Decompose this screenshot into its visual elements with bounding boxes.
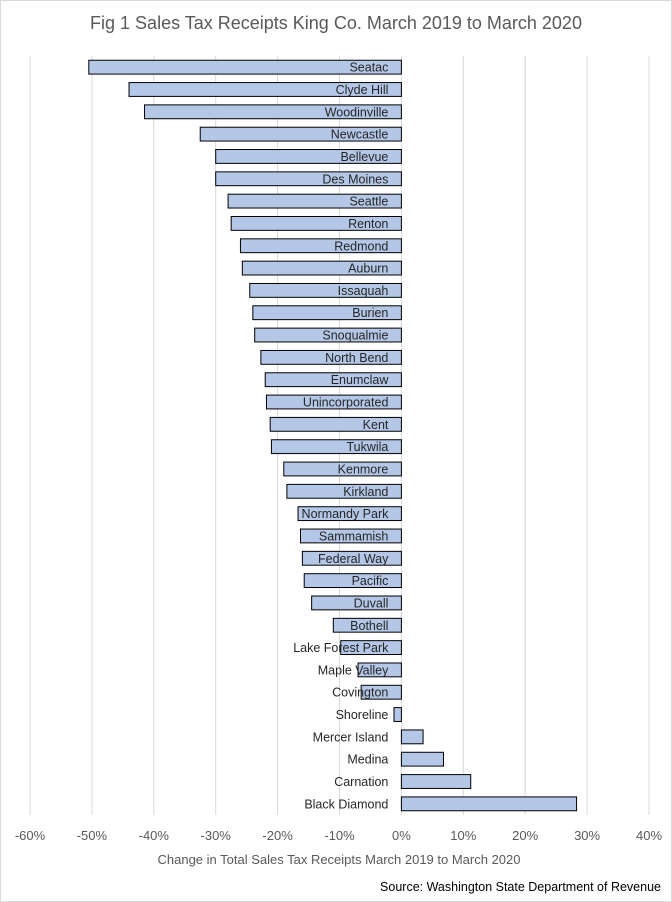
bar bbox=[265, 394, 402, 410]
category-label: Burien bbox=[352, 306, 388, 320]
x-axis-label: Change in Total Sales Tax Receipts March… bbox=[157, 852, 520, 867]
x-tick-label: 40% bbox=[636, 828, 662, 843]
bar bbox=[252, 305, 402, 321]
x-tick-label: 0% bbox=[392, 828, 411, 843]
bar bbox=[239, 238, 402, 254]
bar bbox=[300, 528, 402, 544]
category-label: North Bend bbox=[325, 351, 388, 365]
bar bbox=[269, 416, 402, 432]
category-label: Unincorporated bbox=[303, 396, 389, 410]
x-tick-label: -50% bbox=[77, 828, 108, 843]
bar bbox=[286, 483, 402, 499]
x-tick-label: -10% bbox=[324, 828, 355, 843]
category-label: Auburn bbox=[348, 262, 388, 276]
category-label: Shoreline bbox=[336, 708, 389, 722]
bar bbox=[215, 171, 402, 187]
category-label: Mercer Island bbox=[313, 730, 389, 744]
bar bbox=[227, 193, 402, 209]
category-label: Woodinville bbox=[325, 105, 389, 119]
bar bbox=[144, 104, 402, 120]
category-label: Duvall bbox=[354, 596, 389, 610]
x-tick-label: 10% bbox=[450, 828, 476, 843]
category-label: Kenmore bbox=[338, 462, 389, 476]
x-tick-label: -20% bbox=[262, 828, 293, 843]
bar bbox=[400, 796, 578, 812]
bar bbox=[303, 573, 402, 589]
bar bbox=[400, 729, 424, 745]
bar bbox=[270, 439, 402, 455]
category-label: Clyde Hill bbox=[336, 83, 389, 97]
category-label: Des Moines bbox=[322, 172, 388, 186]
category-label: Snoqualmie bbox=[322, 329, 388, 343]
bar bbox=[297, 506, 402, 522]
chart-title: Fig 1 Sales Tax Receipts King Co. March … bbox=[90, 13, 582, 33]
source-note: Source: Washington State Department of R… bbox=[380, 880, 661, 894]
bar bbox=[88, 59, 402, 75]
category-label: Maple Valley bbox=[318, 663, 389, 677]
category-label: Seattle bbox=[349, 195, 388, 209]
x-tick-label: -30% bbox=[201, 828, 232, 843]
x-tick-label: 20% bbox=[512, 828, 538, 843]
category-label: Redmond bbox=[334, 239, 388, 253]
bar bbox=[340, 640, 402, 655]
bar bbox=[230, 216, 402, 231]
bar bbox=[128, 82, 402, 97]
bar bbox=[301, 550, 402, 566]
bar bbox=[357, 662, 402, 678]
category-label: Bothell bbox=[350, 619, 388, 633]
category-label: Issaquah bbox=[338, 284, 389, 298]
bar bbox=[264, 372, 402, 388]
x-tick-label: 30% bbox=[574, 828, 600, 843]
category-label: Federal Way bbox=[318, 552, 389, 566]
category-label: Normandy Park bbox=[302, 507, 390, 521]
bar bbox=[254, 327, 402, 343]
category-label: Tukwila bbox=[346, 440, 388, 454]
bar bbox=[283, 461, 402, 477]
x-tick-labels: -60% -50% -40% -30% -20% -10% 0% 10% 20% 30% 40% bbox=[15, 828, 663, 843]
category-label: Black Diamond bbox=[304, 797, 388, 811]
category-label: Sammamish bbox=[319, 529, 389, 543]
category-label: Medina bbox=[347, 753, 388, 767]
category-label: Seatac bbox=[349, 61, 388, 75]
category-label: Newcastle bbox=[331, 128, 389, 142]
bar bbox=[241, 260, 402, 276]
category-label: Carnation bbox=[334, 775, 388, 789]
category-label: Kent bbox=[363, 418, 389, 432]
x-tick-label: -40% bbox=[139, 828, 170, 843]
category-label: Kirkland bbox=[343, 485, 388, 499]
category-label: Lake Forest Park bbox=[293, 641, 389, 655]
bar bbox=[360, 684, 402, 700]
bars bbox=[88, 59, 578, 812]
x-tick-label: -60% bbox=[15, 828, 46, 843]
bar bbox=[393, 707, 402, 722]
bar bbox=[260, 349, 402, 365]
category-label: Pacific bbox=[352, 574, 389, 588]
bar bbox=[332, 617, 402, 633]
category-label: Covington bbox=[332, 686, 388, 700]
bar bbox=[311, 595, 402, 611]
bar bbox=[199, 126, 402, 142]
bar bbox=[215, 149, 402, 164]
category-labels: Seatac Clyde Hill Woodinville Newcastle Bell… bbox=[293, 61, 389, 812]
category-label: Renton bbox=[348, 217, 388, 231]
gridlines bbox=[29, 56, 650, 815]
bar bbox=[249, 282, 402, 298]
category-label: Bellevue bbox=[340, 150, 388, 164]
bar bbox=[400, 751, 444, 767]
bar bbox=[400, 774, 472, 789]
category-label: Enumclaw bbox=[331, 373, 390, 387]
